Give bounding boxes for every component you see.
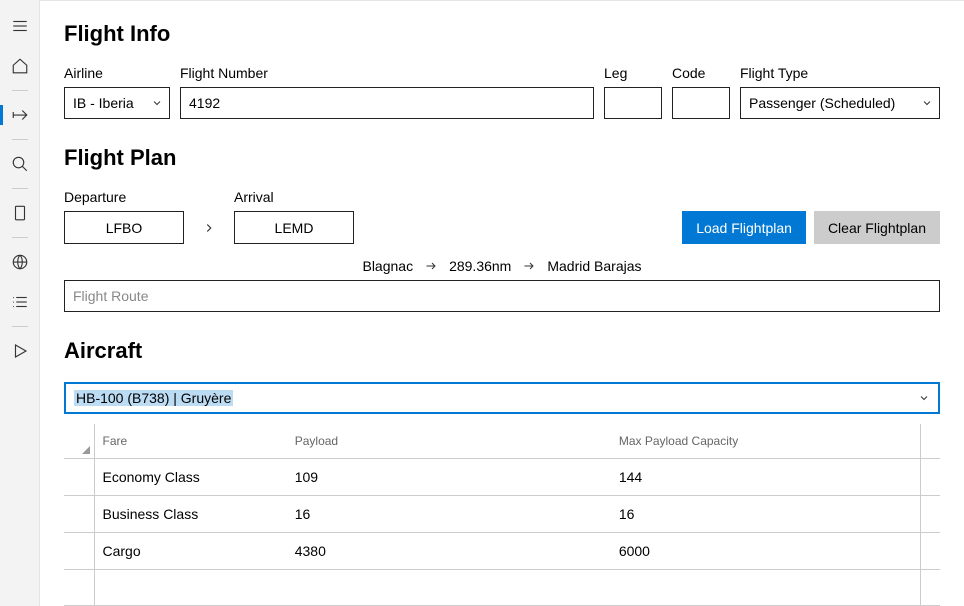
route-distance: 289.36nm [449,258,511,274]
search-icon [11,155,29,173]
sidebar-item-globe[interactable] [0,242,40,282]
table-row[interactable]: Economy Class 109 144 [64,459,940,496]
arrow-right-icon [423,260,439,272]
departure-input[interactable]: LFBO [64,211,184,244]
arrow-right-icon [200,221,218,235]
leg-label: Leg [604,65,662,81]
code-input[interactable] [672,87,730,119]
flight-type-value: Passenger (Scheduled) [749,95,895,111]
col-payload[interactable]: Payload [287,424,611,459]
airline-value: IB - Iberia [73,95,134,111]
sidebar-item-list[interactable] [0,282,40,322]
sidebar-item-tablet[interactable] [0,193,40,233]
cell-max: 6000 [611,533,920,570]
cell-payload: 109 [287,459,611,496]
cell-fare: Economy Class [94,459,287,496]
chevron-down-icon [151,97,163,109]
payload-table: Fare Payload Max Payload Capacity Econom… [64,424,940,606]
chevron-down-icon [921,97,933,109]
table-corner[interactable] [64,424,94,459]
aircraft-selected: HB-100 (B738) | Gruyère [74,390,233,406]
aircraft-heading: Aircraft [64,338,940,364]
sidebar-separator [12,326,28,327]
col-end [920,424,940,459]
departure-name: Blagnac [362,258,413,274]
arrow-right-icon [521,260,537,272]
route-summary: Blagnac 289.36nm Madrid Barajas [64,258,940,274]
flight-plan-row: Departure LFBO Arrival LEMD Load Flightp… [64,189,940,244]
flight-icon [11,106,29,124]
payload-table-body: Economy Class 109 144 Business Class 16 … [64,459,940,606]
sidebar-item-home[interactable] [0,46,40,86]
sidebar [0,0,40,606]
flight-number-input[interactable] [180,87,594,119]
sidebar-separator [12,90,28,91]
sidebar-item-flight[interactable] [0,95,40,135]
list-icon [11,293,29,311]
sidebar-separator [12,188,28,189]
menu-icon [11,17,29,35]
table-row-empty [64,570,940,606]
leg-input[interactable] [604,87,662,119]
col-max[interactable]: Max Payload Capacity [611,424,920,459]
airline-select[interactable]: IB - Iberia [64,87,170,119]
chevron-down-icon [918,392,930,404]
sidebar-item-menu[interactable] [0,6,40,46]
flight-type-select[interactable]: Passenger (Scheduled) [740,87,940,119]
home-icon [11,57,29,75]
cell-max: 144 [611,459,920,496]
cell-fare: Cargo [94,533,287,570]
cell-payload: 4380 [287,533,611,570]
sidebar-separator [12,139,28,140]
sidebar-separator [12,237,28,238]
code-label: Code [672,65,730,81]
play-icon [11,342,29,360]
arrow-separator [196,211,222,244]
flight-info-heading: Flight Info [64,21,940,47]
arrival-label: Arrival [234,189,354,205]
sidebar-item-search[interactable] [0,144,40,184]
flight-type-label: Flight Type [740,65,940,81]
flight-number-label: Flight Number [180,65,594,81]
flight-plan-heading: Flight Plan [64,145,940,171]
table-row[interactable]: Business Class 16 16 [64,496,940,533]
main-content: Flight Info Airline IB - Iberia Flight N… [40,0,964,606]
flight-route-input[interactable] [64,280,940,312]
table-row[interactable]: Cargo 4380 6000 [64,533,940,570]
airline-label: Airline [64,65,170,81]
arrival-name: Madrid Barajas [547,258,641,274]
arrival-input[interactable]: LEMD [234,211,354,244]
cell-payload: 16 [287,496,611,533]
clear-flightplan-button[interactable]: Clear Flightplan [814,211,940,244]
cell-fare: Business Class [94,496,287,533]
globe-icon [11,253,29,271]
flight-info-row: Airline IB - Iberia Flight Number Leg Co… [64,65,940,119]
col-fare[interactable]: Fare [94,424,287,459]
cell-max: 16 [611,496,920,533]
departure-label: Departure [64,189,184,205]
tablet-icon [11,204,29,222]
aircraft-select[interactable]: HB-100 (B738) | Gruyère [64,382,940,414]
sidebar-item-play[interactable] [0,331,40,371]
load-flightplan-button[interactable]: Load Flightplan [682,211,806,244]
